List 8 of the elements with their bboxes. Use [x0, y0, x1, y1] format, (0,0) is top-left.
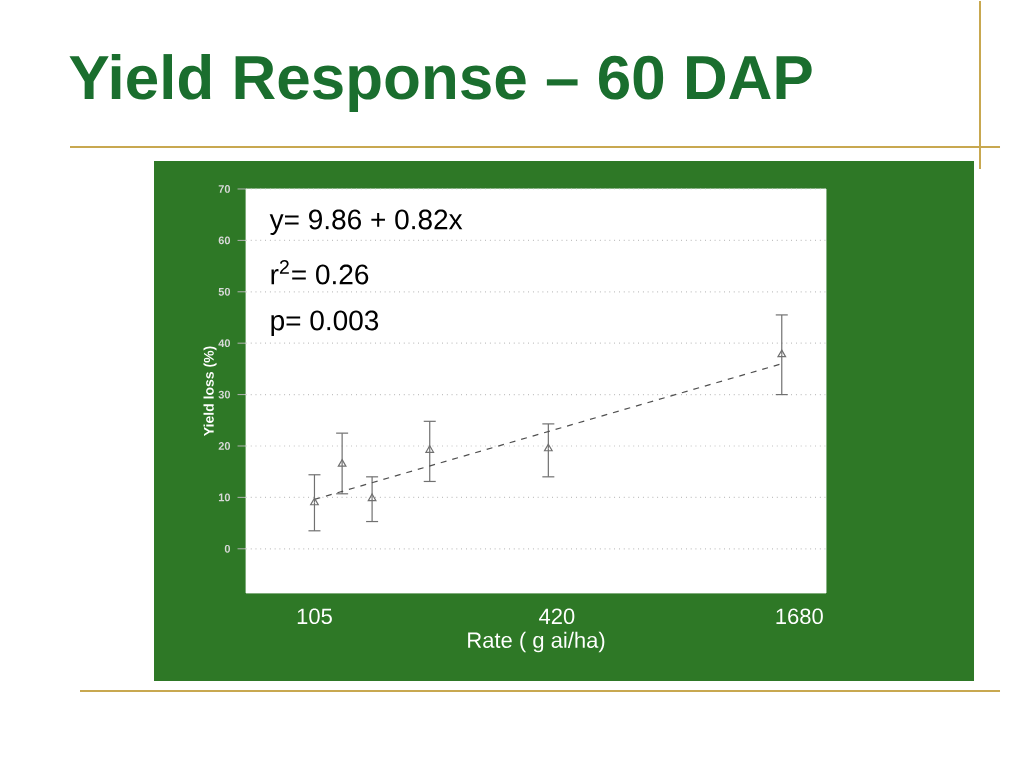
x-tick-label: 1680 [776, 609, 823, 625]
annotation: p= 0.003 [271, 311, 379, 337]
x-tick-label: 105 [297, 609, 332, 625]
annotation: r$^{2}$= 0.26 [271, 260, 369, 285]
chart-title: Yield Response – 60 DAP [69, 54, 812, 113]
x-tick-label: 420 [539, 609, 575, 625]
annotation: y= 9.86 + 0.82x [269, 210, 463, 236]
x-axis-title: Rate ( g ai/ha) [468, 632, 605, 653]
